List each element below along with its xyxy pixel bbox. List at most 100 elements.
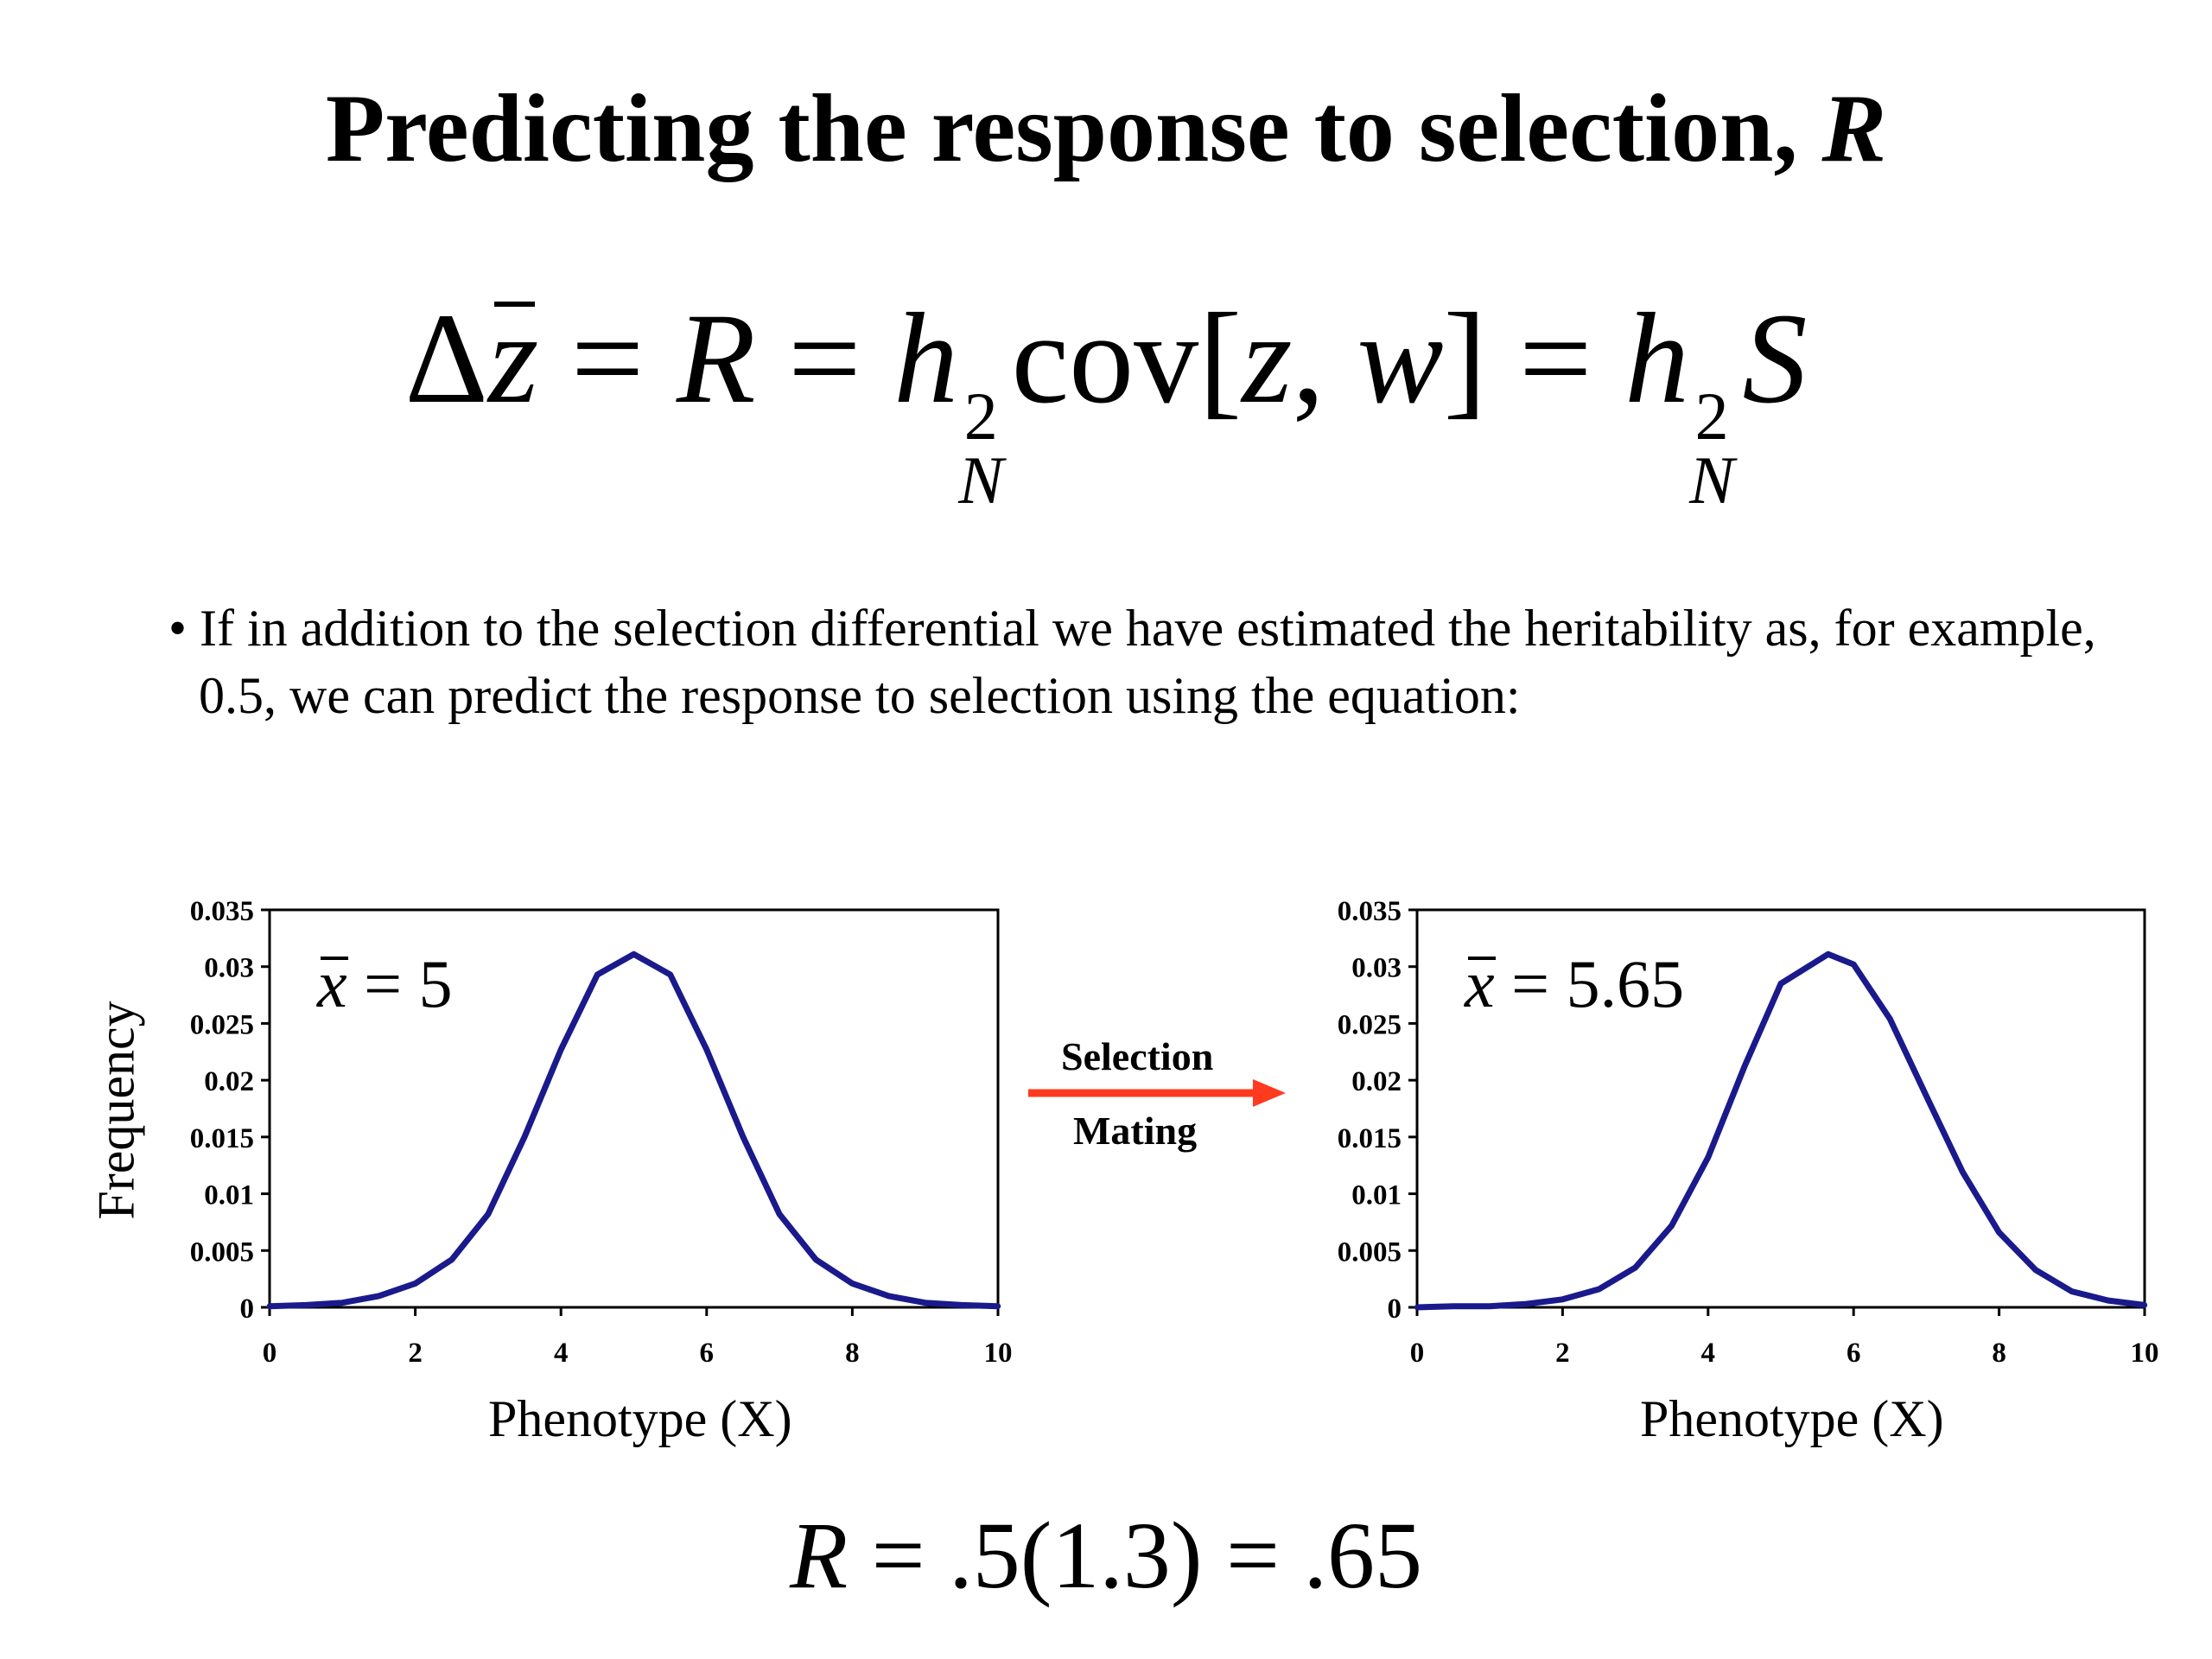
- data-point: [776, 1211, 783, 1217]
- y-axis-label: Frequency: [87, 1001, 145, 1220]
- data-point: [2105, 1297, 2112, 1304]
- y-tick-label: 0.035: [1338, 896, 1402, 927]
- eq-comma: ,: [1292, 287, 1357, 430]
- x-tick-label: 8: [845, 1338, 860, 1369]
- bullet-text: • If in addition to the selection differ…: [168, 600, 2096, 724]
- x-tick-label: 0: [263, 1338, 277, 1369]
- y-tick-label: 0.01: [204, 1180, 254, 1211]
- data-point: [266, 1303, 273, 1309]
- y-tick-label: 0.035: [190, 896, 254, 927]
- arrow-label-mating: Mating: [1073, 1109, 1198, 1153]
- data-point: [594, 971, 601, 978]
- data-point: [1923, 1093, 1929, 1099]
- y-tick-label: 0.005: [1338, 1236, 1402, 1268]
- y-tick-label: 0.03: [1351, 953, 1402, 984]
- data-point: [448, 1256, 454, 1263]
- data-point: [1523, 1300, 1529, 1307]
- eq-close: ]: [1443, 287, 1487, 430]
- data-point: [412, 1281, 418, 1287]
- x-axis-label-right: Phenotype (X): [1640, 1390, 1944, 1447]
- x-axis-label-left: Phenotype (X): [488, 1390, 792, 1447]
- x-tick-label: 6: [700, 1338, 715, 1369]
- arrow-label-selection: Selection: [1061, 1034, 1214, 1078]
- eq-w: w: [1357, 287, 1444, 430]
- y-tick-label: 0.015: [190, 1123, 254, 1154]
- data-point: [2141, 1302, 2148, 1308]
- data-point: [849, 1281, 855, 1287]
- data-point: [2032, 1267, 2038, 1273]
- data-point: [703, 1046, 709, 1052]
- data-point: [340, 1300, 346, 1306]
- result-rest: = .5(1.3) = .65: [848, 1503, 1423, 1608]
- data-point: [995, 1303, 1001, 1309]
- data-point: [1887, 1015, 1893, 1022]
- y-tick-label: 0.02: [204, 1066, 254, 1097]
- eq-equals-3: =: [1486, 287, 1625, 430]
- x-tick-label: 4: [554, 1338, 569, 1369]
- x-tick-label: 2: [1555, 1338, 1570, 1369]
- eq-z: z: [1242, 287, 1293, 430]
- x-tick-label: 10: [2131, 1338, 2159, 1369]
- x-tick-label: 4: [1701, 1338, 1716, 1369]
- y-tick-label: 0.01: [1351, 1180, 1402, 1211]
- data-point: [302, 1302, 309, 1308]
- mean-annotation: x = 5.65: [1464, 946, 1684, 1021]
- x-tick-label: 0: [1410, 1338, 1425, 1369]
- x-tick-label: 6: [1847, 1338, 1861, 1369]
- title-text: Predicting the response to selection,: [325, 75, 1798, 182]
- eq-sub2: N: [1689, 442, 1735, 518]
- data-point: [886, 1293, 892, 1300]
- y-tick-label: 0: [240, 1294, 255, 1325]
- eq-sup: 2: [963, 378, 998, 454]
- title-symbol: R: [1821, 75, 1887, 182]
- eq-h2: h: [1624, 287, 1690, 430]
- eq-sup2: 2: [1694, 378, 1729, 454]
- data-point: [376, 1293, 382, 1300]
- data-point: [1414, 1304, 1421, 1311]
- data-point: [740, 1134, 747, 1141]
- y-tick-label: 0.03: [204, 953, 254, 984]
- chart-after-selection: 0 0.005 0.01 0.015 0.02 0.025 0.03 0.035 0 2 4 6 8 10…: [1338, 896, 2159, 1369]
- eq-cov: cov[: [1011, 287, 1243, 430]
- data-point: [667, 971, 673, 978]
- selection-arrow: [1028, 1079, 1286, 1107]
- plot-frame: [1415, 908, 2146, 1309]
- eq-h: h: [893, 287, 959, 430]
- y-tick-label: 0: [1388, 1294, 1402, 1325]
- data-point: [1960, 1169, 1966, 1175]
- data-point: [485, 1211, 492, 1217]
- y-tick-label: 0.025: [1338, 1009, 1402, 1040]
- result-equation: R = .5(1.3) = .65: [0, 1508, 2212, 1603]
- data-point: [558, 1046, 564, 1052]
- data-point: [1851, 961, 1857, 968]
- y-tick-label: 0.025: [190, 1009, 254, 1040]
- eq-s: S: [1742, 287, 1808, 430]
- arrow-head: [1253, 1079, 1286, 1107]
- data-point: [631, 951, 637, 957]
- data-point: [1705, 1154, 1712, 1160]
- y-tick-label: 0.02: [1351, 1066, 1402, 1097]
- slide-title: Predicting the response to selection, R: [0, 73, 2212, 185]
- data-point: [1450, 1303, 1457, 1309]
- x-tick-label: 2: [408, 1338, 423, 1369]
- data-point: [813, 1256, 819, 1263]
- data-point: [1825, 951, 1831, 957]
- data-point: [1632, 1264, 1638, 1271]
- x-tick-label: 10: [984, 1338, 1013, 1369]
- data-point: [1487, 1303, 1493, 1309]
- data-point: [958, 1302, 965, 1308]
- y-tick-label: 0.015: [1338, 1123, 1402, 1154]
- plot-frame: [268, 908, 1000, 1309]
- data-point: [1741, 1064, 1748, 1070]
- data-point: [1560, 1296, 1566, 1303]
- data-point: [521, 1134, 528, 1141]
- eq-r: R: [676, 287, 756, 430]
- x-tick-label: 8: [1992, 1338, 2006, 1369]
- eq-delta: Δ: [404, 287, 488, 430]
- eq-sub: N: [958, 442, 1004, 518]
